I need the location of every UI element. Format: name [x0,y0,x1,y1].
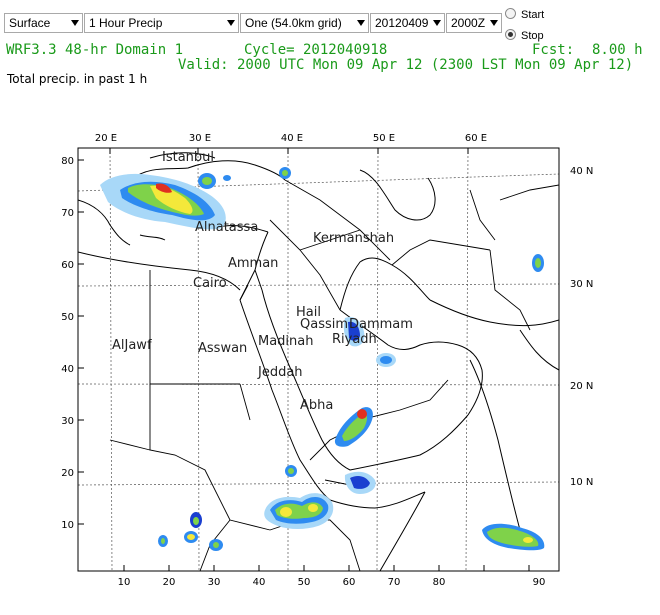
y-tick-label: 20 [61,468,74,479]
precip-area-yemen [334,407,373,447]
radio-icon [505,8,516,19]
y-tick-label: 40 [61,364,74,375]
grid-select-value: One (54.0km grid) [245,16,342,30]
stop-label: Stop [521,30,544,42]
lon-label: 20 E [95,133,117,144]
lon-label: 60 E [465,133,487,144]
date-select-value: 20120409 [375,16,429,30]
x-tick-label: 40 [253,577,266,588]
chevron-down-icon [227,20,235,26]
city-label: Hail [296,305,321,320]
city-label: Riyadh [332,332,377,347]
city-label: Qassim [300,317,348,332]
stop-radio[interactable]: Stop [505,29,544,42]
chevron-down-icon [490,20,498,26]
city-label: Asswan [198,341,247,356]
x-tick-label: 50 [298,577,311,588]
city-label: Abha [300,398,333,413]
start-radio[interactable]: Start [505,8,544,21]
lat-label: 40 N [570,166,593,177]
city-label: Istanbul [162,150,214,165]
y-tick-label: 50 [61,312,74,323]
coastlines [78,152,559,571]
valid-time: Valid: 2000 UTC Mon 09 Apr 12 (2300 LST … [178,57,634,73]
model-title: WRF3.3 48-hr Domain 1 [6,42,184,58]
city-label: Madinah [258,334,314,349]
lon-label: 40 E [281,133,303,144]
time-select[interactable]: 2000Z [446,13,502,33]
precip-area-ethiopia [264,493,334,529]
y-tick-label: 60 [61,260,74,271]
lat-label: 30 N [570,279,593,290]
y-tick-label: 10 [61,520,74,531]
grid-select[interactable]: One (54.0km grid) [240,13,369,33]
x-tick-label: 30 [208,577,221,588]
city-label: Kermanshah [313,231,394,246]
precip-area-south [158,512,545,551]
y-tick-label: 80 [61,156,74,167]
lon-label: 50 E [373,133,395,144]
precip-areas [100,167,545,551]
level-select[interactable]: Surface [4,13,83,33]
x-tick-label: 20 [163,577,176,588]
date-select[interactable]: 20120409 [370,13,445,33]
precip-area-horn [285,465,376,494]
start-label: Start [521,9,545,21]
chevron-down-icon [71,20,79,26]
city-label: Cairo [193,276,227,291]
city-label: Jeddah [257,365,303,380]
y-tick-label: 70 [61,208,74,219]
level-select-value: Surface [9,16,51,30]
fcst-value: 8.00 h [592,42,643,58]
lat-label: 10 N [570,477,593,488]
city-label: Alnatassa [195,220,258,235]
precip-area-smallnorth [198,167,291,189]
field-description: Total precip. in past 1 h [7,72,148,86]
precip-area-turkey [100,173,226,230]
chevron-down-icon [433,20,441,26]
tick-marks [78,148,530,571]
city-label: Dammam [349,317,413,332]
field-select-value: 1 Hour Precip [89,16,163,30]
x-tick-label: 10 [118,577,131,588]
cycle-text: Cycle= 2012040918 [244,42,388,58]
precip-area-east [532,254,544,272]
map-frame [77,147,560,572]
time-select-value: 2000Z [451,16,486,30]
radio-selected-icon [505,29,516,40]
y-tick-label: 30 [61,416,74,427]
lon-label: 30 E [189,133,211,144]
precip-area-gulf [343,316,396,367]
lat-label: 20 N [570,381,593,392]
x-tick-label: 70 [388,577,401,588]
x-tick-label: 90 [533,577,546,588]
fcst-label: Fcst: [532,42,575,58]
field-select[interactable]: 1 Hour Precip [84,13,239,33]
x-tick-label: 80 [433,577,446,588]
x-tick-label: 60 [343,577,356,588]
city-label: Amman [228,256,278,271]
city-label: AlJawf [112,338,152,353]
chevron-down-icon [357,20,365,26]
